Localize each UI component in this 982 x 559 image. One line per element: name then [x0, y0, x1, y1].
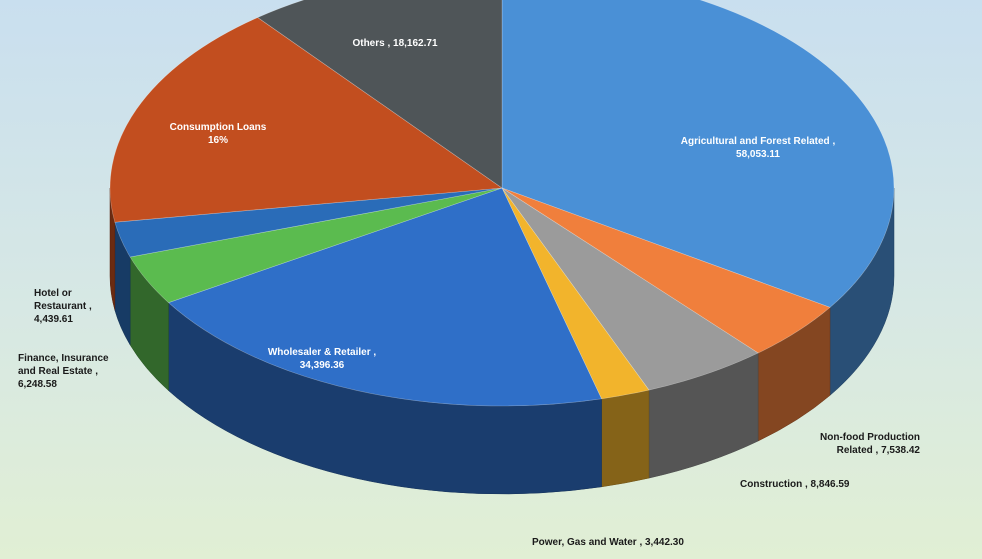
pie-side-power: [601, 389, 650, 488]
label-finance-line: and Real Estate ,: [18, 366, 98, 377]
label-others-line: Others , 18,162.71: [352, 38, 437, 49]
label-finance-line: Finance, Insurance: [18, 353, 109, 364]
label-whole-line: Wholesaler & Retailer ,: [268, 347, 377, 358]
pie-slice-consump: [109, 17, 503, 223]
label-hotel-line: Hotel or: [34, 288, 72, 299]
label-agri-line: 58,053.11: [736, 149, 780, 160]
pie-labels-layer: Agricultural and Forest Related , 58,053.…: [18, 38, 920, 548]
pie-slice-constr: [501, 187, 759, 391]
pie-slice-nonfood: [501, 187, 831, 354]
pie-slice-whole: [167, 187, 603, 407]
label-nonfood-line: Related , 7,538.42: [837, 445, 921, 456]
label-nonfood: Non-food Production Related , 7,538.42: [820, 432, 920, 456]
label-constr: Construction , 8,846.59: [740, 479, 850, 490]
label-constr-line: Construction , 8,846.59: [740, 479, 850, 490]
label-power: Power, Gas and Water , 3,442.30: [532, 537, 684, 548]
label-hotel-line: Restaurant ,: [34, 301, 92, 312]
label-whole-line: 34,396.36: [300, 360, 345, 371]
label-finance: Finance, Insurance and Real Estate , 6,248…: [18, 353, 109, 390]
label-agri: Agricultural and Forest Related , 58,053.…: [681, 136, 836, 160]
pie-slice-hotel: [114, 187, 503, 258]
label-agri-line: Agricultural and Forest Related ,: [681, 136, 836, 147]
label-consump-line: 16%: [208, 135, 228, 146]
label-power-line: Power, Gas and Water , 3,442.30: [532, 537, 684, 548]
pie-slice-power: [501, 187, 650, 400]
label-finance-line: 6,248.58: [18, 379, 57, 390]
pie-slice-agri: [501, 0, 895, 308]
label-nonfood-line: Non-food Production: [820, 432, 920, 443]
pie-slice-others: [257, 0, 503, 189]
pie-slice-finance: [129, 187, 503, 303]
label-consump-line: Consumption Loans: [170, 122, 267, 133]
label-others: Others , 18,162.71: [352, 38, 437, 49]
label-consump: Consumption Loans 16%: [170, 122, 267, 146]
label-hotel-line: 4,439.61: [34, 314, 73, 325]
label-whole: Wholesaler & Retailer , 34,396.36: [268, 347, 377, 371]
label-hotel: Hotel or Restaurant , 4,439.61: [34, 288, 92, 325]
pie-top-layer: [109, 0, 895, 407]
pie-depth-layer: [109, 187, 895, 495]
